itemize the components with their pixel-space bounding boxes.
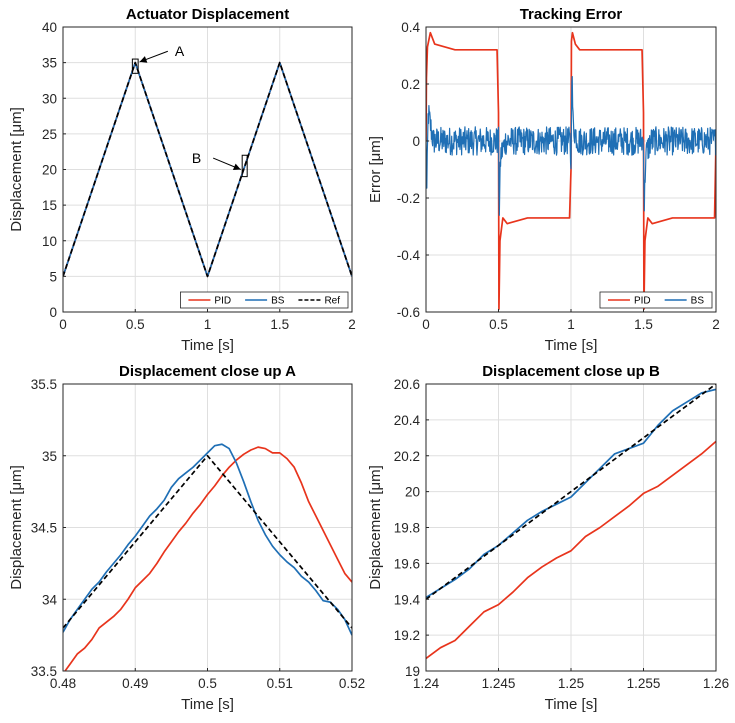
- y-tick-label: 25: [42, 127, 57, 142]
- y-tick-label: 33.5: [31, 664, 57, 679]
- y-tick-label: -0.4: [397, 248, 421, 263]
- y-tick-label: 0: [412, 134, 420, 149]
- y-tick-label: 34: [42, 592, 58, 607]
- y-tick-label: 5: [49, 269, 57, 284]
- annotation-label-b: B: [192, 150, 201, 166]
- x-tick-label: 1: [204, 317, 212, 332]
- x-tick-label: 0.49: [122, 676, 148, 691]
- y-axis-label: Error [μm]: [367, 136, 384, 203]
- series-line-ref: [63, 454, 352, 629]
- y-tick-label: 19.8: [394, 521, 420, 536]
- x-tick-label: 1.24: [413, 676, 440, 691]
- y-tick-label: 20: [42, 163, 57, 178]
- series-group: [63, 61, 352, 278]
- x-tick-label: 1.5: [634, 317, 653, 332]
- chart-title: Actuator Displacement: [126, 6, 289, 23]
- x-axis-label: Time [s]: [181, 337, 234, 354]
- y-tick-label: 10: [42, 234, 57, 249]
- y-tick-label: 34.5: [31, 521, 57, 536]
- legend: PID BS Ref: [180, 291, 349, 309]
- series-group: [426, 384, 716, 660]
- y-tick-label: 0.4: [401, 20, 420, 35]
- x-axis-label: Time [s]: [545, 337, 598, 354]
- x-tick-label: 0.52: [339, 676, 365, 691]
- legend-box: [599, 291, 713, 309]
- y-axis-label: Displacement [μm]: [8, 107, 25, 232]
- series-line-bs: [426, 76, 716, 216]
- series-line-bs: [63, 443, 352, 636]
- legend-label-ref: Ref: [324, 296, 340, 307]
- x-tick-label: 1.25: [558, 676, 584, 691]
- x-tick-label: 2: [348, 317, 356, 332]
- x-tick-label: 1: [567, 317, 575, 332]
- y-tick-label: 19.4: [394, 592, 421, 607]
- x-tick-label: 2: [712, 317, 720, 332]
- legend-label-pid: PID: [214, 296, 231, 307]
- chart-2: 0 0.5 1 1.5 2 -0.6 -0.4 -0.2 0 0.2 0.4 Tracking Err…: [367, 6, 720, 354]
- x-tick-label: 0.5: [489, 317, 508, 332]
- y-tick-label: 19.2: [394, 628, 420, 643]
- x-tick-label: 1.26: [703, 676, 729, 691]
- legend-label-pid: PID: [634, 296, 651, 307]
- y-tick-label: 19.6: [394, 556, 420, 571]
- y-tick-label: 35: [42, 449, 57, 464]
- y-axis-label: Displacement [μm]: [367, 465, 384, 590]
- series-line-pid: [426, 31, 716, 310]
- x-axis-label: Time [s]: [545, 696, 598, 713]
- legend: PID BS: [599, 291, 713, 309]
- annotation-box-b: [241, 154, 248, 178]
- x-axis-label: Time [s]: [181, 696, 234, 713]
- series-group: [426, 31, 716, 310]
- y-tick-label: 19: [405, 664, 420, 679]
- x-tick-label: 1.245: [482, 676, 516, 691]
- y-tick-label: 0: [49, 305, 57, 320]
- y-tick-label: -0.2: [397, 191, 420, 206]
- y-tick-label: 30: [42, 91, 57, 106]
- series-line-pid: [64, 446, 352, 671]
- legend-label-bs: BS: [691, 296, 705, 307]
- y-tick-label: 15: [42, 198, 57, 213]
- annotation-arrowhead: [232, 163, 241, 171]
- y-tick-label: 35: [42, 56, 57, 71]
- x-tick-label: 0.5: [198, 676, 217, 691]
- chart-title: Displacement close up B: [482, 363, 660, 380]
- x-tick-label: 0.5: [126, 317, 145, 332]
- legend-label-bs: BS: [271, 296, 285, 307]
- series-group: [63, 443, 352, 671]
- chart-title: Tracking Error: [520, 6, 623, 23]
- x-tick-label: 1.255: [627, 676, 661, 691]
- y-tick-label: 20: [405, 485, 420, 500]
- annotation-box-a: [131, 58, 139, 74]
- series-line-ref: [426, 384, 716, 600]
- annotation-label-a: A: [175, 43, 185, 59]
- y-tick-label: 0.2: [401, 77, 420, 92]
- chart-3: 0.48 0.49 0.5 0.51 0.52 33.5 34 34.5 35 35.5 Displ…: [8, 363, 365, 713]
- series-line-pid: [426, 440, 716, 660]
- y-tick-label: 20.2: [394, 449, 420, 464]
- x-tick-label: 0.51: [267, 676, 293, 691]
- y-tick-label: 35.5: [31, 377, 57, 392]
- series-line-ref: [63, 61, 352, 278]
- y-axis-label: Displacement [μm]: [8, 465, 25, 590]
- x-tick-label: 0: [422, 317, 430, 332]
- y-tick-label: -0.6: [397, 305, 420, 320]
- x-tick-label: 1.5: [270, 317, 289, 332]
- y-tick-label: 40: [42, 20, 57, 35]
- chart-title: Displacement close up A: [119, 363, 296, 380]
- annotation-arrowhead: [139, 56, 148, 63]
- x-tick-label: 0: [59, 317, 67, 332]
- y-tick-label: 20.6: [394, 377, 420, 392]
- chart-4: 1.24 1.245 1.25 1.255 1.26 19 19.2 19.4 19.6 19.8…: [367, 363, 729, 713]
- y-tick-label: 20.4: [394, 413, 421, 428]
- x-tick-label: 0.48: [50, 676, 76, 691]
